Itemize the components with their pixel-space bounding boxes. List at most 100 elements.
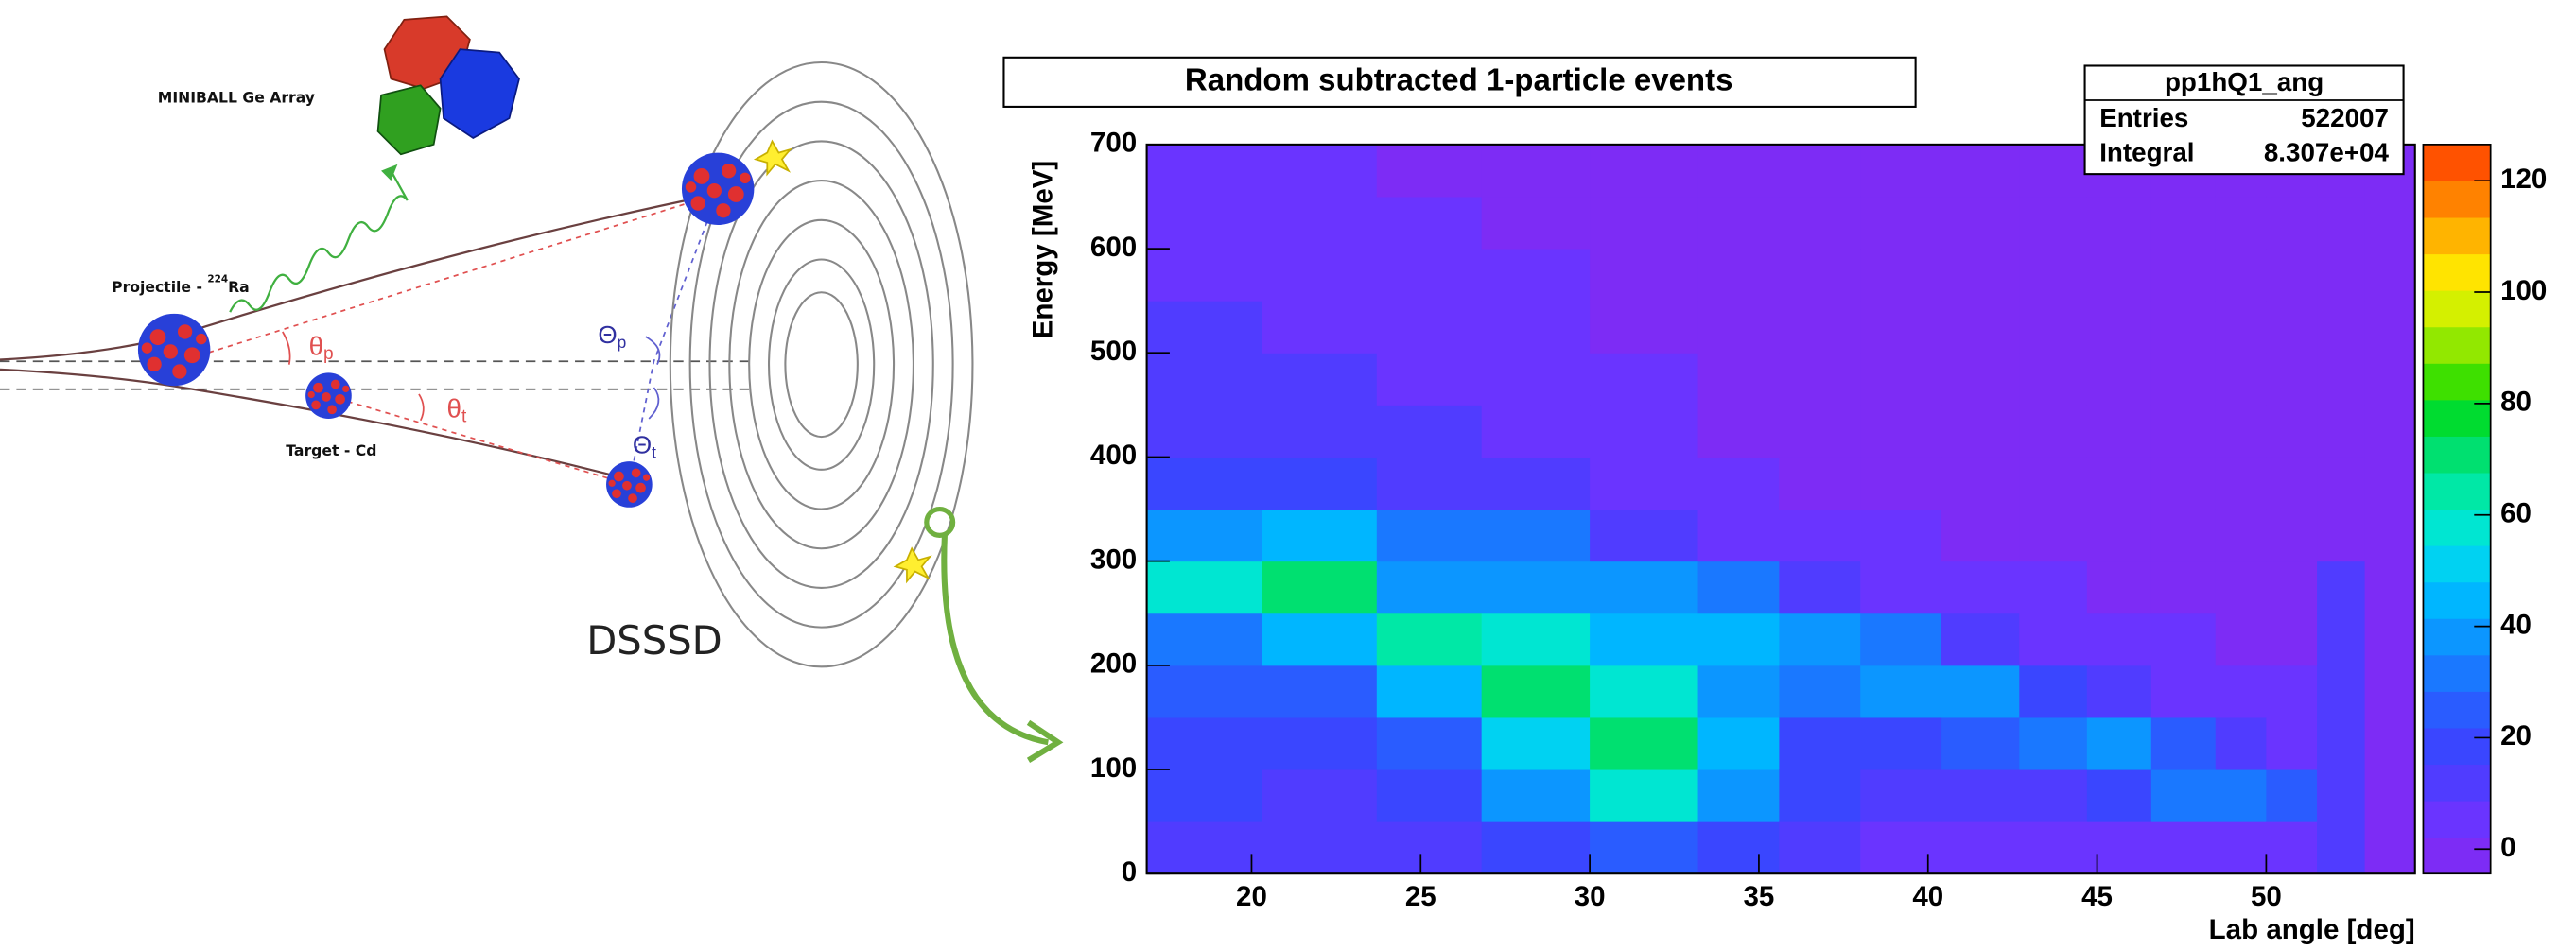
cell <box>1779 353 1861 406</box>
y-tick-label: 100 <box>1090 752 1137 784</box>
cell <box>1779 405 1861 458</box>
cell <box>1262 249 1378 302</box>
cell <box>1860 769 1942 822</box>
cell <box>1590 196 1699 250</box>
cell <box>2317 353 2365 406</box>
cell <box>2215 301 2267 354</box>
cell <box>1262 196 1378 250</box>
cell <box>1262 717 1378 770</box>
cell <box>1146 665 1262 718</box>
x-tick-label: 40 <box>1912 881 1943 912</box>
target-scattered <box>606 461 653 508</box>
cell <box>1376 144 1483 198</box>
cell <box>2215 196 2267 250</box>
label: Projectile - 224Ra <box>112 273 250 295</box>
cell <box>2150 249 2217 302</box>
zoom-circle <box>924 506 956 538</box>
cell <box>1481 353 1591 406</box>
cell <box>1941 457 2020 510</box>
x-axis-title: Lab angle [deg] <box>2209 914 2415 945</box>
cell <box>1376 249 1483 302</box>
cell <box>2086 769 2152 822</box>
chart: Random subtracted 1-particle events Ener… <box>1002 56 2547 945</box>
cell <box>2215 613 2267 666</box>
cell <box>1481 613 1591 666</box>
cell <box>1481 144 1591 198</box>
stats-key: Integral <box>2099 138 2194 167</box>
symbol: Θ <box>633 430 652 458</box>
cell <box>2215 353 2267 406</box>
cell <box>1590 769 1699 822</box>
cell <box>1262 144 1378 198</box>
cell <box>1860 821 1942 874</box>
color-band <box>2423 581 2491 619</box>
cell <box>2019 665 2088 718</box>
cell <box>1481 457 1591 510</box>
cell <box>2317 249 2365 302</box>
color-band <box>2423 837 2491 874</box>
cell <box>1481 301 1591 354</box>
cell <box>1481 717 1591 770</box>
cell <box>1481 196 1591 250</box>
cell <box>2215 405 2267 458</box>
cell <box>2317 665 2365 718</box>
color-band <box>2423 399 2491 437</box>
cell <box>2317 509 2365 562</box>
cell <box>1146 405 1262 458</box>
cell <box>2266 405 2318 458</box>
cell <box>2019 353 2088 406</box>
cell <box>2266 717 2318 770</box>
detector-label: DSSSD <box>586 617 722 664</box>
cell <box>2317 717 2365 770</box>
cell <box>1779 717 1861 770</box>
cell <box>1697 457 1780 510</box>
cell <box>1376 301 1483 354</box>
color-band <box>2423 363 2491 401</box>
color-band <box>2423 326 2491 364</box>
arc <box>645 336 661 366</box>
cell <box>1779 509 1861 562</box>
color-band <box>2423 764 2491 802</box>
cell <box>1146 509 1262 562</box>
projectile <box>137 313 211 387</box>
cell <box>2266 561 2318 614</box>
color-band <box>2423 618 2491 656</box>
cell <box>2086 301 2152 354</box>
cell <box>1941 665 2020 718</box>
y-axis-title: Energy [MeV] <box>1028 161 1059 339</box>
superscript: 224 <box>207 273 228 285</box>
cell <box>1376 196 1483 250</box>
arc <box>282 331 291 365</box>
cell <box>2317 457 2365 510</box>
cell <box>2019 821 2088 874</box>
angle-line <box>180 193 719 363</box>
cell <box>2150 821 2217 874</box>
cell <box>2266 301 2318 354</box>
cell <box>1262 509 1378 562</box>
cell <box>1481 405 1591 458</box>
cell <box>1376 665 1483 718</box>
cell <box>1941 613 2020 666</box>
cell <box>1590 717 1699 770</box>
cell <box>1941 717 2020 770</box>
cell <box>2317 821 2365 874</box>
cell <box>2086 196 2152 250</box>
cell <box>1779 821 1861 874</box>
cell <box>1697 353 1780 406</box>
ge-array <box>376 15 520 156</box>
cell <box>1146 821 1262 874</box>
cell <box>1590 665 1699 718</box>
label: MINIBALL Ge Array <box>158 89 315 107</box>
cell <box>1590 144 1699 198</box>
y-tick-label: 500 <box>1090 336 1137 367</box>
subscript: p <box>323 344 334 364</box>
cell <box>1590 509 1699 562</box>
cell <box>1590 249 1699 302</box>
x-tick-label: 30 <box>1575 881 1606 912</box>
cell <box>1941 821 2020 874</box>
cell <box>1376 561 1483 614</box>
cell <box>2215 769 2267 822</box>
arrow-head <box>381 164 398 181</box>
